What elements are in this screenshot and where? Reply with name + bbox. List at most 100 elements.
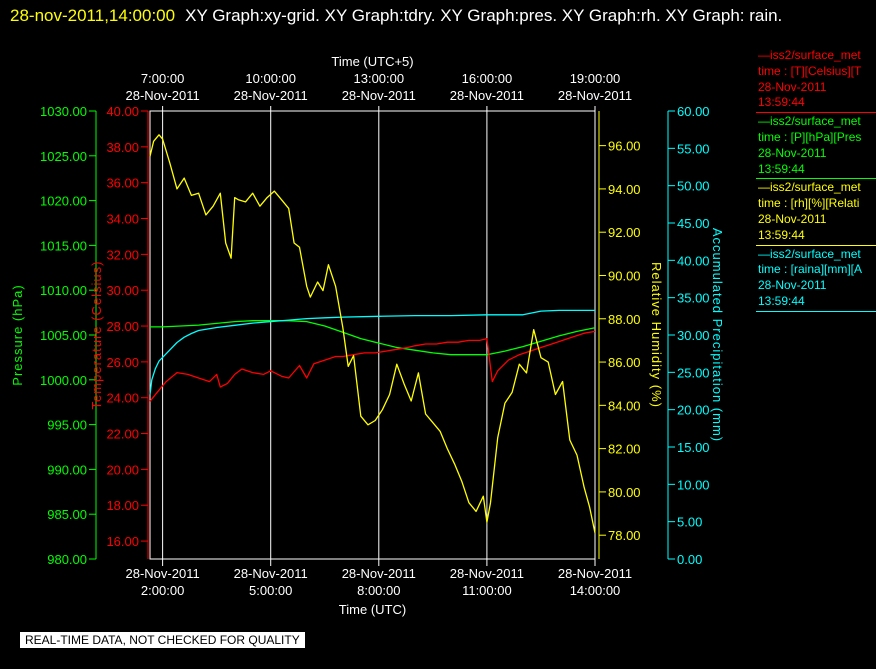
rain-tick-label: 60.00	[677, 104, 710, 119]
pres-tick-label: 980.00	[47, 552, 87, 567]
tdry-tick-label: 18.00	[106, 498, 139, 513]
x-tick-label-time: 2:00:00	[141, 583, 184, 598]
x-top-tick-label-time: 10:00:00	[245, 71, 296, 86]
rh-tick-label: 92.00	[608, 225, 641, 240]
tdry-tick-label: 28.00	[106, 319, 139, 334]
tdry-tick-label: 30.00	[106, 283, 139, 298]
tdry-tick-label: 24.00	[106, 391, 139, 406]
tdry-tick-label: 40.00	[106, 104, 139, 119]
tdry-tick-label: 20.00	[106, 462, 139, 477]
series-tdry-line	[149, 330, 596, 402]
x-axis-label: Time (UTC)	[339, 602, 406, 617]
tdry-tick-label: 38.00	[106, 140, 139, 155]
rh-tick-label: 78.00	[608, 528, 641, 543]
rain-tick-label: 10.00	[677, 477, 710, 492]
legend-line: 28-Nov-2011	[758, 145, 827, 160]
rh-tick-label: 84.00	[608, 398, 641, 413]
legend-line: time : [P][hPa][Pres	[758, 129, 862, 144]
x-top-axis-label: Time (UTC+5)	[331, 54, 413, 69]
tdry-tick-label: 34.00	[106, 212, 139, 227]
x-top-tick-label-time: 13:00:00	[354, 71, 405, 86]
legend-entry-rh: —iss2/surface_met time : [rh][%][Relati 28…	[756, 180, 876, 246]
x-tick-label-time: 11:00:00	[462, 583, 512, 598]
x-tick-label-date: 28-Nov-2011	[126, 566, 200, 581]
graph-titles: XY Graph:xy-grid. XY Graph:tdry. XY Grap…	[185, 6, 783, 25]
x-top-tick-label-date: 28-Nov-2011	[234, 88, 308, 103]
pres-tick-label: 1015.00	[40, 238, 87, 253]
legend-line: —iss2/surface_met	[758, 114, 861, 129]
series-pres-line	[150, 320, 596, 356]
rh-tick-label: 90.00	[608, 268, 641, 283]
rain-tick-label: 20.00	[677, 403, 710, 418]
rain-tick-label: 15.00	[677, 440, 710, 455]
legend-line: 13:59:44	[758, 227, 805, 242]
legend-line: 13:59:44	[758, 161, 805, 176]
pres-tick-label: 1010.00	[40, 283, 87, 298]
x-tick-label-time: 5:00:00	[249, 583, 292, 598]
rain-tick-label: 25.00	[677, 365, 710, 380]
rain-axis-label: Accumulated Precipitation (mm)	[710, 228, 725, 442]
legend-entry-tdry: —iss2/surface_met time : [T][Celsius][T 28…	[756, 48, 876, 114]
rh-tick-label: 88.00	[608, 312, 641, 327]
rain-tick-label: 55.00	[677, 141, 710, 156]
pres-tick-label: 1005.00	[40, 328, 87, 343]
timestamp: 28-nov-2011,14:00:00	[10, 6, 176, 25]
x-tick-label-date: 28-Nov-2011	[450, 566, 524, 581]
tdry-tick-label: 22.00	[106, 427, 139, 442]
rain-tick-label: 30.00	[677, 328, 710, 343]
quality-notice: REAL-TIME DATA, NOT CHECKED FOR QUALITY	[20, 632, 305, 648]
legend-line: time : [rh][%][Relati	[758, 196, 860, 211]
x-tick-label-time: 8:00:00	[357, 583, 400, 598]
legend-line: 28-Nov-2011	[758, 211, 827, 226]
x-tick-label-date: 28-Nov-2011	[234, 566, 308, 581]
x-tick-label-date: 28-Nov-2011	[558, 566, 632, 581]
pres-tick-label: 995.00	[47, 418, 87, 433]
pres-tick-label: 985.00	[47, 507, 87, 522]
rain-tick-label: 35.00	[677, 291, 710, 306]
rh-tick-label: 80.00	[608, 485, 641, 500]
x-top-tick-label-date: 28-Nov-2011	[342, 88, 416, 103]
legend-line: 28-Nov-2011	[758, 79, 827, 94]
rain-tick-label: 0.00	[677, 552, 702, 567]
rh-tick-label: 86.00	[608, 355, 641, 370]
x-top-tick-label-date: 28-Nov-2011	[558, 88, 632, 103]
tdry-tick-label: 36.00	[106, 176, 139, 191]
pres-tick-label: 990.00	[47, 462, 87, 477]
legend-line: —iss2/surface_met	[758, 246, 861, 261]
series-rh-line	[149, 134, 596, 534]
rh-tick-label: 96.00	[608, 139, 641, 154]
x-top-tick-label-date: 28-Nov-2011	[126, 88, 200, 103]
rain-tick-label: 50.00	[677, 179, 710, 194]
rain-tick-label: 45.00	[677, 216, 710, 231]
legend-entry-pres: —iss2/surface_met time : [P][hPa][Pres 28-…	[756, 114, 876, 180]
pres-tick-label: 1025.00	[40, 149, 87, 164]
tdry-axis-label: Temperature (Celsius)	[89, 261, 104, 410]
legend-line: 13:59:44	[758, 95, 805, 110]
x-top-tick-label-time: 7:00:00	[141, 71, 184, 86]
x-tick-label-time: 14:00:00	[570, 583, 621, 598]
legend: —iss2/surface_met time : [T][Celsius][T 28…	[756, 48, 876, 313]
legend-line: time : [T][Celsius][T	[758, 63, 862, 78]
rh-axis-label: Relative Humidity (%)	[649, 262, 664, 408]
plot-frame	[149, 110, 596, 560]
x-top-tick-label-date: 28-Nov-2011	[450, 88, 524, 103]
pres-tick-label: 1020.00	[40, 194, 87, 209]
x-top-tick-label-time: 16:00:00	[462, 71, 513, 86]
tdry-tick-label: 16.00	[106, 534, 139, 549]
legend-line: —iss2/surface_met	[758, 48, 861, 62]
x-top-tick-label-time: 19:00:00	[570, 71, 621, 86]
rh-tick-label: 82.00	[608, 442, 641, 457]
legend-line: 28-Nov-2011	[758, 278, 827, 293]
chart-header: 28-nov-2011,14:00:00 XY Graph:xy-grid. XY…	[10, 2, 860, 29]
pres-axis-label: Pressure (hPa)	[10, 284, 25, 385]
tdry-tick-label: 26.00	[106, 355, 139, 370]
legend-entry-rain: —iss2/surface_met time : [raina][mm][A 28-…	[756, 247, 876, 312]
rh-tick-label: 94.00	[608, 182, 641, 197]
series-rain-line	[149, 309, 595, 395]
rain-tick-label: 5.00	[677, 515, 702, 530]
legend-line: 13:59:44	[758, 293, 805, 308]
tdry-tick-label: 32.00	[106, 247, 139, 262]
x-tick-label-date: 28-Nov-2011	[342, 566, 416, 581]
legend-line: —iss2/surface_met	[758, 180, 861, 195]
